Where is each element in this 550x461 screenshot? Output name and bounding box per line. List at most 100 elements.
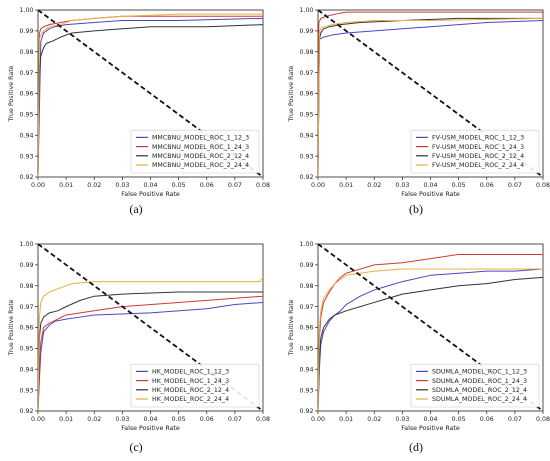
- y-tick-label: 0.96: [19, 91, 33, 98]
- y-tick-label: 0.93: [299, 387, 313, 394]
- x-tick-label: 0.01: [339, 416, 353, 423]
- x-axis-label: False Positive Rate: [121, 425, 180, 432]
- panel-caption: (b): [409, 202, 423, 216]
- y-axis-label: True Positive Rate: [8, 65, 15, 122]
- x-axis-label: False Positive Rate: [121, 191, 180, 198]
- x-tick-label: 0.01: [339, 182, 353, 189]
- x-tick-label: 0.00: [31, 182, 45, 189]
- series-line-1: [38, 295, 263, 411]
- x-tick-label: 0.03: [115, 416, 129, 423]
- y-tick-label: 0.92: [299, 408, 313, 415]
- x-tick-label: 0.06: [480, 182, 494, 189]
- y-tick-label: 0.99: [19, 28, 33, 35]
- legend-box: [130, 129, 260, 174]
- series-line-3: [318, 268, 543, 411]
- x-tick-label: 0.02: [367, 182, 381, 189]
- x-tick-label: 0.06: [480, 416, 494, 423]
- legend-entry: FV-USM_MODEL_ROC_2_24_4: [432, 162, 524, 169]
- x-tick-label: 0.02: [87, 182, 101, 189]
- legend-entry: SDUMLA_MODEL_ROC_2_24_4: [432, 396, 527, 403]
- legend-entry: HK_MODEL_ROC_2_12_4: [152, 387, 229, 394]
- y-tick-label: 0.94: [19, 366, 33, 373]
- legend-entry: SDUMLA_MODEL_ROC_1_12_3: [432, 369, 527, 376]
- y-tick-label: 0.98: [299, 49, 313, 56]
- roc-panel-c: 0.00 0.01 0.02 0.03 0.04 0.05 0.06 0.07 0.08 0.92…: [8, 241, 270, 454]
- x-tick-label: 0.04: [423, 416, 437, 423]
- series-line-3: [318, 17, 543, 177]
- y-tick-label: 0.99: [299, 262, 313, 269]
- x-tick-label: 0.01: [59, 182, 73, 189]
- series-line-0: [318, 19, 543, 177]
- y-tick-label: 0.97: [299, 304, 313, 311]
- y-tick-label: 0.98: [19, 283, 33, 290]
- y-tick-label: 0.93: [19, 153, 33, 160]
- x-tick-label: 0.00: [31, 416, 45, 423]
- series-line-1: [38, 15, 263, 177]
- legend-entry: SDUMLA_MODEL_ROC_2_12_4: [432, 387, 527, 394]
- legend-entry: HK_MODEL_ROC_2_24_4: [152, 396, 229, 403]
- x-tick-label: 0.08: [256, 416, 270, 423]
- y-tick-label: 0.97: [299, 70, 313, 77]
- y-tick-label: 1.00: [19, 241, 33, 248]
- x-tick-label: 0.04: [423, 182, 437, 189]
- legend-entry: MMCBNU_MODEL_ROC_2_12_4: [152, 153, 249, 160]
- x-tick-label: 0.05: [172, 416, 186, 423]
- y-tick-label: 0.96: [19, 325, 33, 332]
- legend-entry: MMCBNU_MODEL_ROC_2_24_4: [152, 162, 249, 169]
- y-axis-label: True Positive Rate: [288, 299, 295, 356]
- series-line-2: [38, 24, 263, 177]
- roc-panel-a: 0.00 0.01 0.02 0.03 0.04 0.05 0.06 0.07 0.08 0.92…: [8, 7, 270, 216]
- legend-box: [410, 363, 540, 408]
- y-tick-label: 0.97: [19, 304, 33, 311]
- series-line-1: [318, 253, 543, 411]
- y-tick-label: 0.98: [299, 283, 313, 290]
- legend-entry: FV-USM_MODEL_ROC_1_12_3: [432, 135, 524, 142]
- x-axis-label: False Positive Rate: [401, 425, 460, 432]
- y-tick-label: 0.93: [19, 387, 33, 394]
- x-tick-label: 0.06: [200, 416, 214, 423]
- x-tick-label: 0.04: [143, 182, 157, 189]
- series-line-2: [318, 17, 543, 177]
- legend-entry: FV-USM_MODEL_ROC_1_24_3: [432, 144, 524, 151]
- legend: FV-USM_MODEL_ROC_1_12_3 FV-USM_MODEL_ROC_…: [410, 129, 540, 174]
- x-tick-label: 0.02: [367, 416, 381, 423]
- y-tick-label: 0.99: [19, 262, 33, 269]
- x-tick-label: 0.07: [508, 182, 522, 189]
- x-tick-label: 0.07: [508, 416, 522, 423]
- panel-caption: (a): [129, 202, 142, 216]
- x-tick-label: 0.04: [143, 416, 157, 423]
- x-tick-label: 0.01: [59, 416, 73, 423]
- x-tick-label: 0.03: [395, 416, 409, 423]
- series-line-2: [318, 276, 543, 411]
- x-tick-label: 0.03: [115, 182, 129, 189]
- series-line-1: [318, 11, 543, 177]
- series-line-3: [38, 13, 263, 177]
- x-tick-label: 0.00: [311, 182, 325, 189]
- legend-entry: MMCBNU_MODEL_ROC_1_24_3: [152, 144, 249, 151]
- x-tick-label: 0.05: [172, 182, 186, 189]
- y-tick-label: 0.94: [299, 366, 313, 373]
- y-tick-label: 0.97: [19, 70, 33, 77]
- series-line-0: [38, 301, 263, 411]
- legend-entry: MMCBNU_MODEL_ROC_1_12_3: [152, 135, 249, 142]
- legend: HK_MODEL_ROC_1_12_3 HK_MODEL_ROC_1_24_3 HK…: [130, 363, 260, 408]
- x-tick-label: 0.03: [395, 182, 409, 189]
- y-tick-label: 0.92: [299, 174, 313, 181]
- legend-entry: SDUMLA_MODEL_ROC_1_24_3: [432, 378, 527, 385]
- y-axis-label: True Positive Rate: [288, 65, 295, 122]
- y-tick-label: 0.95: [299, 346, 313, 353]
- legend-entry: HK_MODEL_ROC_1_24_3: [152, 378, 229, 385]
- x-tick-label: 0.08: [256, 182, 270, 189]
- x-tick-label: 0.08: [536, 416, 550, 423]
- series-line-0: [318, 268, 543, 411]
- legend-box: [130, 363, 260, 408]
- roc-panel-d: 0.00 0.01 0.02 0.03 0.04 0.05 0.06 0.07 0.08 0.92…: [288, 241, 550, 454]
- x-tick-label: 0.07: [228, 182, 242, 189]
- y-axis-label: True Positive Rate: [8, 299, 15, 356]
- series-line-3: [38, 277, 263, 411]
- y-tick-label: 0.95: [299, 112, 313, 119]
- y-tick-label: 0.94: [19, 132, 33, 139]
- y-tick-label: 1.00: [19, 7, 33, 14]
- legend-box: [410, 129, 540, 174]
